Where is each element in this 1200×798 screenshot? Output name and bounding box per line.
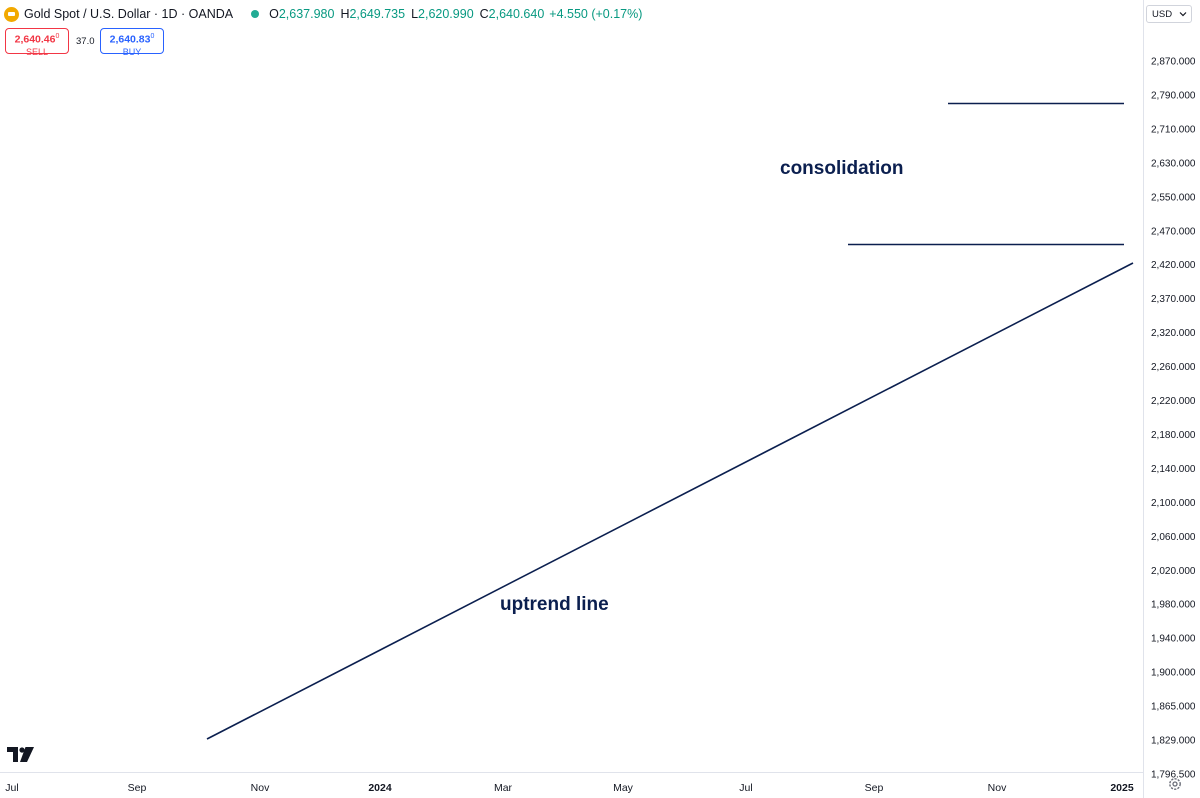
price-tick-label: 2,320.000: [1151, 328, 1196, 339]
gold-bar-icon: [4, 6, 19, 22]
price-tick-label: 1,980.000: [1151, 600, 1196, 611]
spread-value: 37.0: [76, 36, 95, 47]
price-tick-label: 1,829.000: [1151, 736, 1196, 747]
ohlc-high: H2,649.735: [340, 7, 405, 21]
price-change: +4.550 (+0.17%): [549, 7, 643, 21]
buy-price: 2,640.830: [101, 31, 163, 46]
gear-icon[interactable]: [1168, 777, 1182, 791]
time-tick-label: 2025: [1110, 782, 1134, 794]
price-tick-label: 2,100.000: [1151, 498, 1196, 509]
sell-price-sup: 0: [55, 33, 60, 40]
price-tick-label: 1,900.000: [1151, 668, 1196, 679]
ohlc-low: L2,620.990: [411, 7, 474, 21]
buy-button[interactable]: 2,640.830 BUY: [100, 28, 164, 57]
price-tick-label: 2,420.000: [1151, 260, 1196, 271]
time-axis[interactable]: Jul Sep Nov 2024 Mar May Jul Sep Nov 2025: [5, 782, 1134, 794]
price-tick-label: 1,940.000: [1151, 634, 1196, 645]
ohlc-close: C2,640.640: [480, 7, 545, 21]
price-tick-label: 2,140.000: [1151, 464, 1196, 475]
time-tick-label: 2024: [368, 782, 392, 794]
time-tick-label: Sep: [128, 782, 147, 794]
time-tick-label: Sep: [865, 782, 884, 794]
sell-label: SELL: [25, 46, 49, 57]
buy-price-main: 2,640.83: [109, 33, 151, 46]
sell-price: 2,640.460: [6, 31, 68, 46]
price-tick-label: 2,020.000: [1151, 566, 1196, 577]
price-tick-label: 2,870.000: [1151, 57, 1196, 68]
price-axis[interactable]: 2,870.000 2,790.000 2,710.000 2,630.000 2,55…: [1151, 57, 1196, 781]
price-tick-label: 2,220.000: [1151, 396, 1196, 407]
time-tick-label: Jul: [5, 782, 18, 794]
sell-price-main: 2,640.46: [14, 33, 56, 46]
sell-button[interactable]: 2,640.460 SELL: [5, 28, 69, 57]
buy-label: BUY: [122, 46, 142, 57]
price-tick-label: 2,470.000: [1151, 226, 1196, 237]
ohlc-open: O2,637.980: [269, 7, 334, 21]
time-tick-label: Jul: [739, 782, 752, 794]
price-tick-label: 1,865.000: [1151, 702, 1196, 713]
price-tick-label: 1,796.500: [1151, 769, 1196, 780]
price-tick-label: 2,630.000: [1151, 158, 1196, 169]
price-tick-label: 2,710.000: [1151, 124, 1196, 135]
price-tick-label: 2,550.000: [1151, 192, 1196, 203]
consolidation-annotation: consolidation: [780, 158, 904, 179]
price-tick-label: 2,370.000: [1151, 294, 1196, 305]
buy-price-sup: 0: [150, 33, 155, 40]
high-value: 2,649.735: [349, 7, 406, 21]
time-tick-label: Mar: [494, 782, 513, 794]
time-tick-label: Nov: [251, 782, 270, 794]
price-tick-label: 2,790.000: [1151, 90, 1196, 101]
price-tick-label: 2,060.000: [1151, 532, 1196, 543]
currency-select[interactable]: USD: [1146, 5, 1192, 23]
symbol-title[interactable]: Gold Spot / U.S. Dollar · 1D · OANDA: [24, 7, 234, 21]
close-label: C: [479, 7, 489, 21]
close-value: 2,640.640: [488, 7, 545, 21]
uptrend-line-annotation: uptrend line: [500, 594, 609, 615]
currency-label: USD: [1152, 8, 1173, 20]
price-tick-label: 2,180.000: [1151, 430, 1196, 441]
price-tick-label: 2,260.000: [1151, 362, 1196, 373]
low-value: 2,620.990: [418, 7, 474, 21]
open-label: O: [269, 7, 279, 21]
time-tick-label: Nov: [988, 782, 1007, 794]
chevron-down-icon: [1179, 12, 1187, 17]
tradingview-logo-icon[interactable]: [7, 747, 35, 763]
market-status-dot: [251, 10, 260, 18]
open-value: 2,637.980: [278, 7, 335, 21]
chart-header: Gold Spot / U.S. Dollar · 1D · OANDA O2,…: [4, 2, 642, 26]
high-label: H: [340, 7, 350, 21]
time-tick-label: May: [613, 782, 634, 794]
low-label: L: [411, 7, 419, 21]
uptrend-line[interactable]: [206, 262, 1134, 740]
